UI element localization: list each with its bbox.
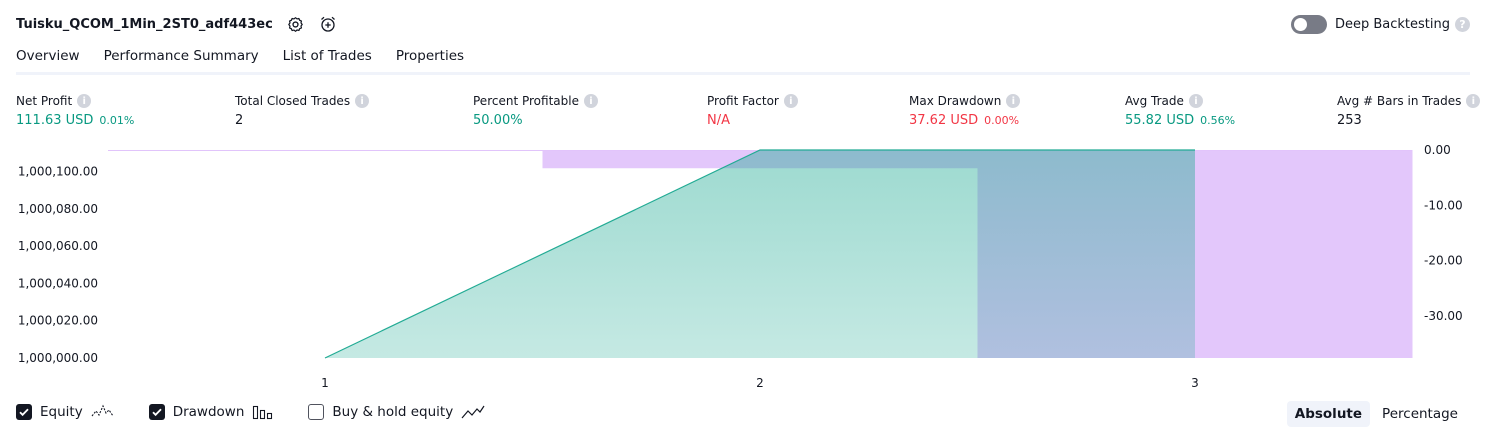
stat-label: Avg Trade [1125,94,1184,108]
alarm-clock-plus-icon[interactable] [319,15,337,33]
stat-value: 37.62 USD [909,113,979,128]
stat-net-profit: Net Profit i 111.63 USD 0.01% [16,93,134,129]
info-icon[interactable]: i [783,94,798,108]
drawdown-bars-icon [252,404,274,420]
stat-value: 111.63 USD [16,113,94,128]
left-axis-tick-label: 1,000,000.00 [18,351,98,365]
left-axis-tick-label: 1,000,040.00 [18,276,98,290]
equity-drawdown-chart[interactable]: 1,000,000.00 1,000,020.00 1,000,040.00 1,00… [0,138,1486,398]
tab-list-of-trades[interactable]: List of Trades [282,48,372,64]
tab-overview[interactable]: Overview [16,44,80,75]
legend-buy-hold-equity[interactable]: Buy & hold equity [308,404,485,420]
info-icon[interactable]: i [583,94,598,108]
drawdown-bar [1195,150,1413,358]
absolute-button[interactable]: Absolute [1286,401,1371,427]
stat-percent: 0.01% [99,114,135,127]
stat-avg-bars: Avg # Bars in Trades i 253 [1337,93,1481,129]
stat-max-drawdown: Max Drawdown i 37.62 USD 0.00% [909,93,1021,129]
stat-label: Net Profit [16,94,73,108]
drawdown-checkbox[interactable] [148,404,165,420]
percentage-button[interactable]: Percentage [1382,406,1458,422]
stat-total-closed-trades: Total Closed Trades i 2 [235,93,370,129]
stat-value: 50.00% [473,113,523,128]
x-axis-tick-label: 2 [756,376,764,390]
chart-legend: Equity Drawdown Buy & hold equity [16,404,519,420]
right-axis-tick-label: 0.00 [1424,143,1451,157]
stat-value: 253 [1337,113,1362,128]
info-icon[interactable]: i [77,94,92,108]
stat-label: Profit Factor [707,94,779,108]
info-icon[interactable]: i [355,94,370,108]
stat-value: 2 [235,113,244,128]
deep-backtesting-toggle[interactable] [1290,14,1327,34]
help-icon[interactable]: ? [1455,16,1470,32]
left-axis-tick-label: 1,000,060.00 [18,239,98,253]
right-axis-tick-label: -20.00 [1424,254,1463,268]
stat-percent: 0.56% [1200,114,1236,127]
right-axis-tick-label: -30.00 [1424,309,1463,323]
legend-label: Buy & hold equity [332,404,454,420]
legend-drawdown[interactable]: Drawdown [148,404,275,420]
deep-backtesting: Deep Backtesting ? [1290,13,1470,35]
info-icon[interactable]: i [1466,94,1481,108]
stat-value: N/A [707,113,730,128]
left-axis-tick-label: 1,000,100.00 [18,165,98,179]
stat-label: Avg # Bars in Trades [1337,94,1462,108]
header-bar: Tuisku_QCOM_1Min_2ST0_adf443ec [16,13,337,35]
tab-bar: Overview Performance Summary List of Tra… [16,44,488,75]
equity-line-icon [91,404,115,420]
legend-label: Equity [40,404,83,420]
buy-hold-line-icon [461,404,485,420]
right-axis-tick-label: -10.00 [1424,198,1463,212]
tab-divider [16,72,1470,75]
legend-label: Drawdown [172,404,245,420]
equity-checkbox[interactable] [16,404,32,420]
stat-label: Max Drawdown [909,94,1002,108]
stat-profit-factor: Profit Factor i N/A [707,93,798,129]
left-axis-tick-label: 1,000,020.00 [18,314,98,328]
stat-percent: 0.00% [984,114,1020,127]
stat-percent-profitable: Percent Profitable i 50.00% [473,93,598,129]
info-icon[interactable]: i [1006,94,1021,108]
stat-label: Total Closed Trades [235,94,351,108]
equity-area [325,150,1195,358]
stat-avg-trade: Avg Trade i 55.82 USD 0.56% [1125,93,1235,129]
stat-label: Percent Profitable [473,94,579,108]
stat-value: 55.82 USD [1125,113,1195,128]
drawdown-bar [542,150,760,169]
legend-equity[interactable]: Equity [16,404,115,420]
x-axis-tick-label: 3 [1191,376,1199,390]
scale-mode-switch: Absolute Percentage [1283,401,1466,427]
strategy-title: Tuisku_QCOM_1Min_2ST0_adf443ec [16,16,273,32]
gear-icon[interactable] [287,15,305,33]
left-axis-tick-label: 1,000,080.00 [18,202,98,216]
x-axis-tick-label: 1 [321,376,329,390]
info-icon[interactable]: i [1188,94,1203,108]
tab-properties[interactable]: Properties [395,48,465,64]
deep-backtesting-label: Deep Backtesting [1334,16,1450,32]
tab-performance-summary[interactable]: Performance Summary [103,48,259,64]
buy-hold-checkbox[interactable] [308,404,325,420]
